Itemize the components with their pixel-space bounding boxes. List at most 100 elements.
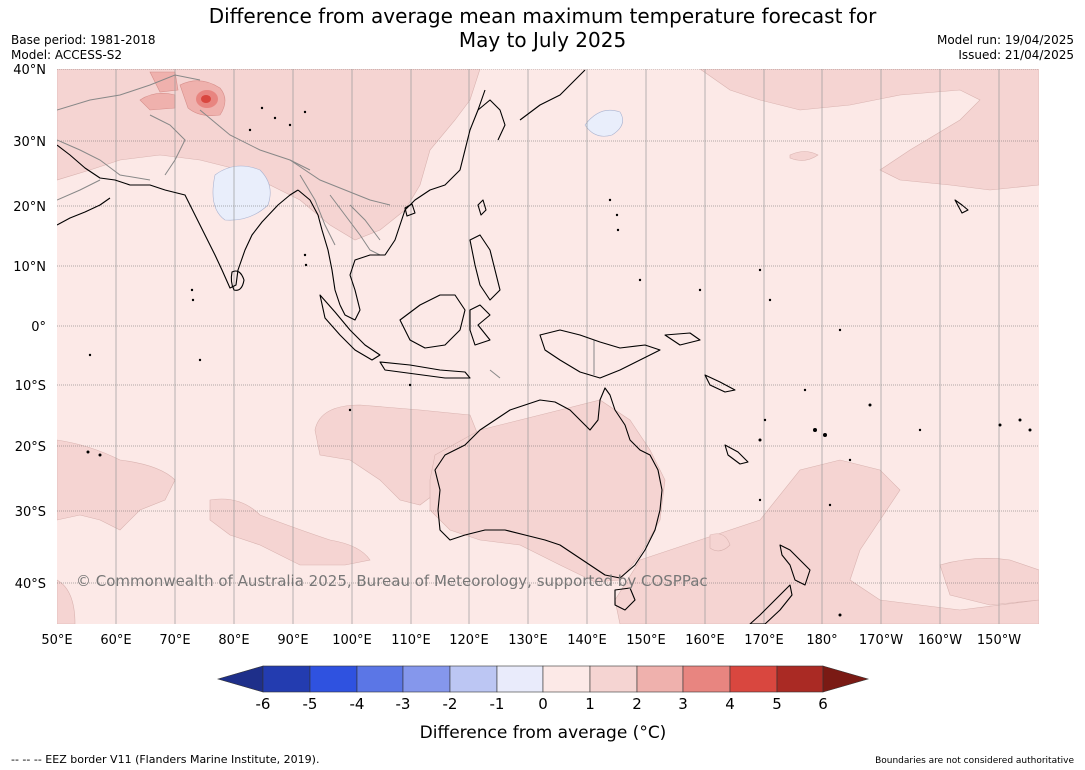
island-tibet-lake-2 — [273, 116, 277, 120]
island-chatham — [838, 613, 842, 617]
coast-arabia-south — [57, 197, 111, 226]
gridlines — [57, 69, 1039, 584]
colorbar-bin-neg5-neg4 — [309, 665, 358, 693]
coast-malay — [339, 89, 486, 321]
island-kiribati — [838, 328, 842, 332]
base-period: Base period: 1981-2018 — [11, 33, 156, 47]
colorbar-bin-5-6 — [776, 665, 824, 693]
colorbar-extend-low — [216, 665, 264, 693]
island-polynesia-2 — [1018, 418, 1022, 422]
colorbar-bin-neg4-neg3 — [356, 665, 404, 693]
island-kermadec — [828, 503, 832, 507]
colorbar-tick-0: 0 — [538, 695, 548, 713]
border-india-china — [199, 109, 311, 171]
colorbar-tick-4: 4 — [725, 695, 735, 713]
southern-indian-region — [209, 498, 371, 566]
island-polynesia-3 — [1028, 428, 1032, 432]
coast-philippines — [469, 234, 501, 301]
pacific-northwest-region — [699, 69, 1039, 191]
copyright-notice: © Commonwealth of Australia 2025, Bureau… — [76, 572, 708, 590]
coast-tasmania — [614, 587, 636, 611]
lon-label-70e: 70°E — [159, 633, 190, 648]
island-vanuatu-2 — [763, 418, 767, 422]
coast-taiwan — [477, 199, 487, 216]
lat-label-30n: 30°N — [13, 135, 46, 150]
island-fiji-2 — [823, 433, 827, 437]
island-marshall-1 — [758, 268, 762, 272]
lon-label-120e: 120°E — [449, 633, 489, 648]
island-tonga — [848, 458, 852, 462]
lat-label-40n: 40°N — [13, 63, 46, 78]
pacific-cool-region — [584, 109, 623, 137]
lon-label-130e: 130°E — [508, 633, 548, 648]
colorbar-bin-1-2 — [589, 665, 638, 693]
coast-arabia-iran — [57, 144, 166, 191]
island-marshall-2 — [768, 298, 772, 302]
island-tuvalu — [803, 388, 807, 392]
anomaly-regions-negative — [212, 109, 623, 221]
coast-solomons — [704, 374, 736, 393]
india-cool-region — [212, 165, 271, 221]
coast-borneo — [399, 294, 466, 349]
coast-sri-lanka — [230, 270, 245, 291]
border-indochina — [329, 194, 381, 256]
lat-label-30s: 30°S — [15, 505, 46, 520]
issued-date: Issued: 21/04/2025 — [958, 48, 1074, 62]
island-fiji-1 — [813, 428, 817, 432]
coast-korea — [477, 99, 506, 141]
colorbar-title-text: Difference from average ( — [420, 723, 640, 743]
colorbar-tick-neg1: -1 — [490, 695, 505, 713]
tasman-small-region — [709, 533, 731, 552]
colorbar-tick-neg5: -5 — [303, 695, 318, 713]
lon-label-140e: 140°E — [567, 633, 607, 648]
coast-australia — [434, 387, 663, 579]
coast-png — [539, 329, 661, 379]
coast-hawaii — [954, 199, 969, 214]
lon-label-180: 180° — [806, 633, 837, 648]
island-tibet-lake-4 — [303, 110, 307, 114]
border-china-south — [289, 159, 391, 206]
colorbar-extend-high — [822, 665, 870, 693]
colorbar-tick-neg3: -3 — [396, 695, 411, 713]
coast-sulawesi — [469, 304, 491, 346]
longitude-labels: 50°E 60°E 70°E 80°E 90°E 100°E 110°E 120… — [41, 633, 1021, 648]
lon-label-160w: 160°W — [918, 633, 962, 648]
island-reunion — [86, 450, 90, 454]
border-central-asia — [57, 74, 201, 111]
island-mariana — [615, 213, 619, 217]
lon-label-100e: 100°E — [332, 633, 372, 648]
colorbar — [216, 665, 870, 693]
colorbar-title: Difference from average (°C) — [420, 723, 667, 743]
lat-label-20n: 20°N — [13, 200, 46, 215]
lat-label-0: 0° — [31, 320, 46, 335]
island-mariana-2 — [616, 228, 620, 232]
lon-label-60e: 60°E — [100, 633, 131, 648]
colorbar-bin-4-5 — [729, 665, 778, 693]
colorbar-bin-neg6-neg5 — [262, 665, 311, 693]
lat-label-10s: 10°S — [15, 379, 46, 394]
island-samoa — [868, 403, 872, 407]
colorbar-tick-neg6: -6 — [256, 695, 271, 713]
lon-label-50e: 50°E — [41, 633, 72, 648]
island-vanuatu — [758, 438, 762, 442]
island-tibet-lake-5 — [260, 106, 264, 110]
lon-label-110e: 110°E — [391, 633, 431, 648]
coast-hainan — [404, 203, 416, 217]
pacific-small-region — [789, 151, 819, 161]
colorbar-bin-neg2-neg1 — [449, 665, 498, 693]
island-micronesia-3 — [698, 288, 702, 292]
colorbar-bin-0-1 — [542, 665, 591, 693]
map-area: © Commonwealth of Australia 2025, Bureau… — [57, 69, 1039, 624]
lon-label-170w: 170°W — [859, 633, 903, 648]
colorbar-tick-6: 6 — [818, 695, 828, 713]
colorbar-tick-3: 3 — [678, 695, 688, 713]
coast-new-britain — [664, 332, 701, 346]
islands — [86, 106, 1032, 617]
coast-java — [379, 361, 471, 379]
lon-label-170e: 170°E — [744, 633, 784, 648]
coast-nz-south — [749, 584, 793, 624]
asia-warm-region — [57, 69, 481, 241]
island-maldives — [190, 288, 194, 292]
lon-label-80e: 80°E — [218, 633, 249, 648]
border-pakistan-india — [149, 114, 186, 176]
